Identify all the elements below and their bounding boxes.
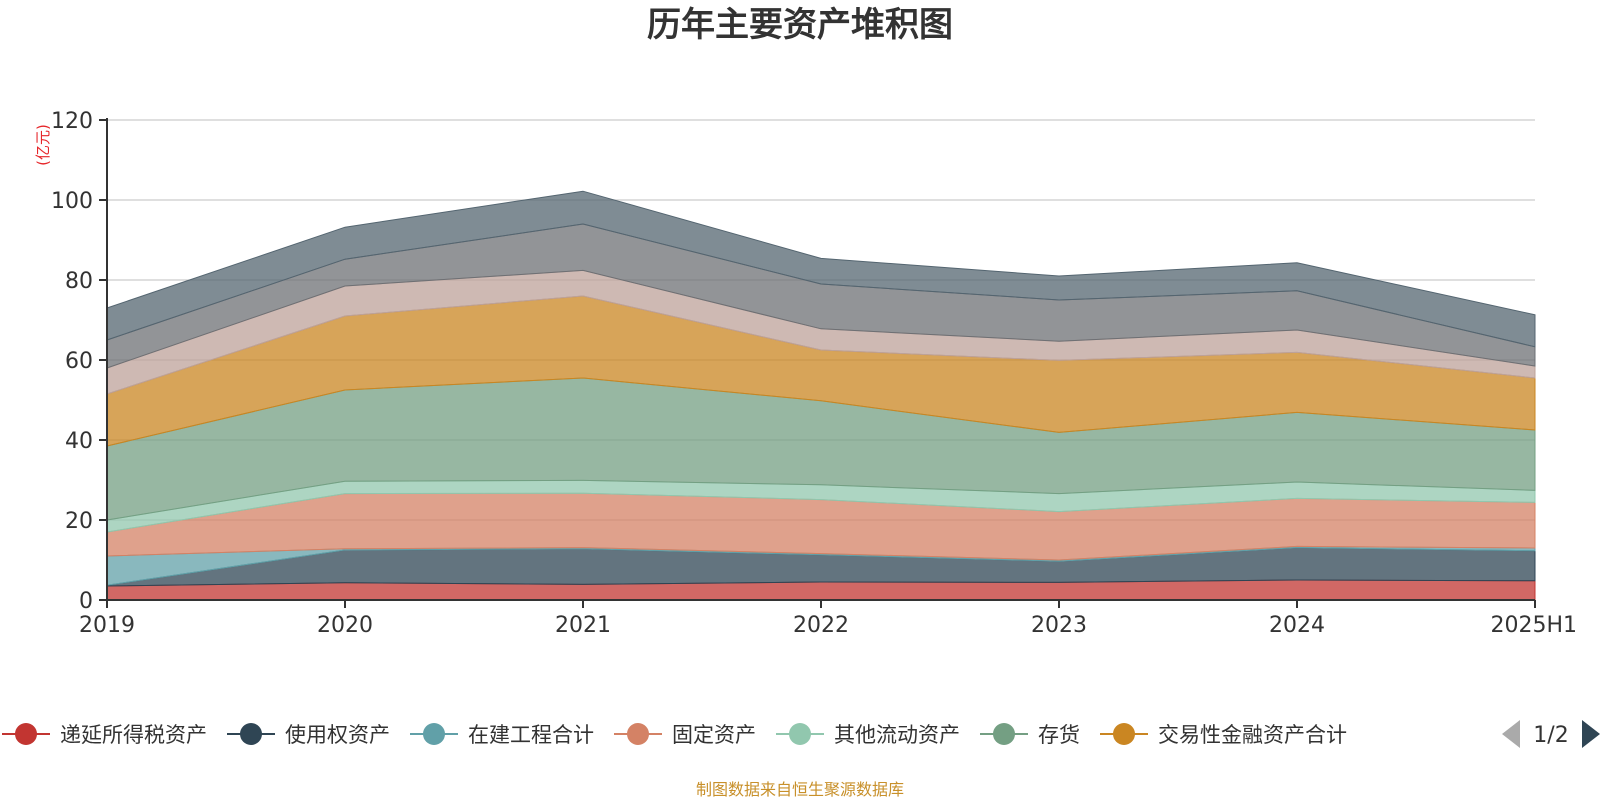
x-tick-label-3: 2022	[793, 613, 849, 638]
x-tick-label-1: 2020	[317, 613, 373, 638]
legend-label-3: 固定资产	[672, 723, 756, 747]
x-tick-label-5: 2024	[1269, 613, 1325, 638]
chart-title: 历年主要资产堆积图	[647, 5, 953, 45]
legend-page-indicator: 1/2	[1533, 723, 1568, 748]
x-tick-label-2: 2021	[555, 613, 611, 638]
y-tick-label-2: 40	[65, 429, 93, 454]
legend-marker-0	[15, 723, 37, 745]
x-tick-label-6: 2025H1	[1490, 613, 1577, 638]
legend-marker-2	[423, 723, 445, 745]
legend-item-5[interactable]: 存货	[980, 723, 1080, 747]
y-tick-label-4: 80	[65, 269, 93, 294]
legend-label-2: 在建工程合计	[468, 723, 594, 747]
y-tick-label-6: 120	[51, 109, 93, 134]
area-series-9	[106, 190, 1536, 348]
x-tick-label-0: 2019	[79, 613, 135, 638]
legend-label-4: 其他流动资产	[834, 723, 960, 747]
legend-label-5: 存货	[1038, 723, 1080, 747]
legend-marker-6	[1113, 723, 1135, 745]
legend-marker-1	[240, 723, 262, 745]
y-tick-label-1: 20	[65, 509, 93, 534]
legend-label-1: 使用权资产	[285, 723, 390, 747]
legend-item-4[interactable]: 其他流动资产	[776, 723, 960, 747]
y-tick-label-3: 60	[65, 349, 93, 374]
legend-label-6: 交易性金融资产合计	[1158, 723, 1347, 747]
axes: 0 20 40 60 80 100 120 2019 2020 2021 2022 2023 2024 2…	[51, 109, 1577, 638]
legend-marker-4	[789, 723, 811, 745]
legend-marker-5	[993, 723, 1015, 745]
y-tick-label-5: 100	[51, 189, 93, 214]
legend-item-6[interactable]: 交易性金融资产合计	[1100, 723, 1347, 747]
stacked-areas	[106, 190, 1536, 601]
legend-item-3[interactable]: 固定资产	[614, 723, 756, 747]
y-tick-label-0: 0	[79, 589, 93, 614]
data-source-note: 制图数据来自恒生聚源数据库	[696, 780, 904, 799]
y-axis-unit-label: (亿元)	[34, 124, 52, 166]
legend-item-0[interactable]: 递延所得税资产	[2, 723, 207, 747]
legend-marker-3	[627, 723, 649, 745]
legend-item-1[interactable]: 使用权资产	[227, 723, 390, 747]
legend-label-0: 递延所得税资产	[60, 723, 207, 747]
x-tick-label-4: 2023	[1031, 613, 1087, 638]
legend: 递延所得税资产 使用权资产 在建工程合计 固定资产 其他流动资产 存货 交易性金融资产合计 1…	[2, 720, 1600, 748]
legend-item-2[interactable]: 在建工程合计	[410, 723, 594, 747]
legend-prev-page-icon[interactable]	[1502, 720, 1520, 748]
legend-next-page-icon[interactable]	[1582, 720, 1600, 748]
